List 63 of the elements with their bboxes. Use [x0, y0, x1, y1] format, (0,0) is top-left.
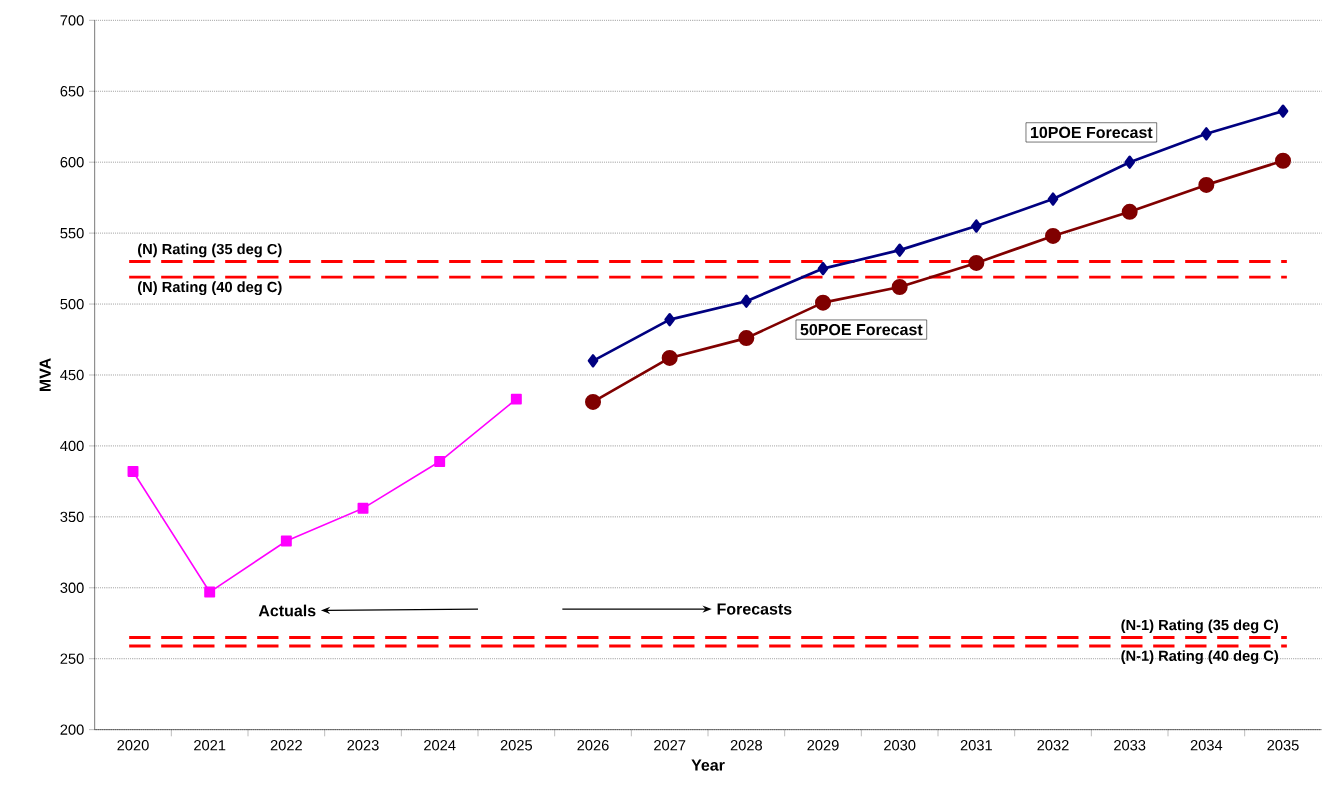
point	[968, 254, 985, 271]
y-tick-label: 600	[60, 157, 84, 168]
point	[587, 354, 599, 368]
ref-line-label: (N) Rating (40 deg C)	[138, 281, 282, 296]
point	[357, 502, 369, 514]
ref-line-label: (N) Rating (35 deg C)	[138, 243, 282, 258]
point	[1045, 227, 1062, 244]
x-tick-label: 2021	[194, 740, 226, 751]
y-tick-label: 450	[60, 369, 84, 381]
x-tick-label: 2027	[654, 740, 686, 751]
x-tick-label: 2024	[424, 740, 456, 751]
x-tick-label: 2022	[270, 740, 302, 751]
point	[585, 393, 602, 410]
point	[738, 330, 755, 347]
x-tick-label: 2020	[117, 740, 149, 751]
x-tick-label: 2028	[730, 740, 762, 751]
ref-line-label: (N-1) Rating (35 deg C)	[1121, 619, 1279, 634]
y-tick-label: 400	[60, 440, 84, 452]
x-tick-label: 2033	[1114, 740, 1146, 751]
point	[204, 586, 216, 598]
point	[510, 393, 522, 405]
y-tick-label: 350	[60, 511, 84, 523]
point	[1121, 203, 1138, 220]
x-tick-label: 2034	[1190, 740, 1223, 751]
point	[741, 294, 752, 308]
x-tick-label: 2023	[347, 740, 379, 751]
series-label: 50POE Forecast	[800, 323, 923, 336]
x-tick-label: 2025	[500, 740, 533, 751]
x-tick-label: 2031	[960, 740, 992, 751]
x-axis-title: Year	[691, 759, 725, 771]
point	[1198, 176, 1215, 193]
point	[894, 243, 906, 257]
x-tick-label: 2032	[1037, 740, 1069, 751]
y-tick-label: 300	[60, 582, 84, 593]
point	[434, 456, 446, 467]
x-tick-label: 2029	[807, 740, 839, 751]
point	[815, 294, 832, 311]
series-label: 10POE Forecast	[1030, 126, 1153, 139]
y-axis-title: MVA	[39, 358, 51, 392]
point	[891, 279, 908, 296]
point	[661, 349, 678, 366]
annotation: Forecasts	[717, 603, 792, 615]
y-tick-label: 550	[60, 227, 84, 239]
x-tick-label: 2035	[1267, 740, 1299, 751]
annotation: Actuals	[258, 604, 316, 617]
y-tick-label: 200	[60, 724, 84, 735]
y-tick-label: 250	[60, 653, 84, 664]
point	[971, 219, 982, 233]
y-tick-label: 700	[60, 15, 84, 26]
point	[1277, 104, 1289, 118]
point	[127, 465, 139, 477]
point	[280, 535, 292, 547]
x-tick-label: 2026	[577, 740, 609, 751]
point	[1124, 155, 1136, 169]
point	[817, 261, 829, 276]
x-tick-label: 2030	[884, 740, 916, 751]
y-tick-label: 500	[60, 298, 84, 310]
point	[1275, 152, 1292, 169]
point	[664, 312, 676, 327]
y-tick-label: 650	[60, 86, 84, 97]
point	[1047, 192, 1059, 206]
point	[1201, 127, 1212, 141]
ref-line-label: (N-1) Rating (40 deg C)	[1121, 650, 1279, 664]
